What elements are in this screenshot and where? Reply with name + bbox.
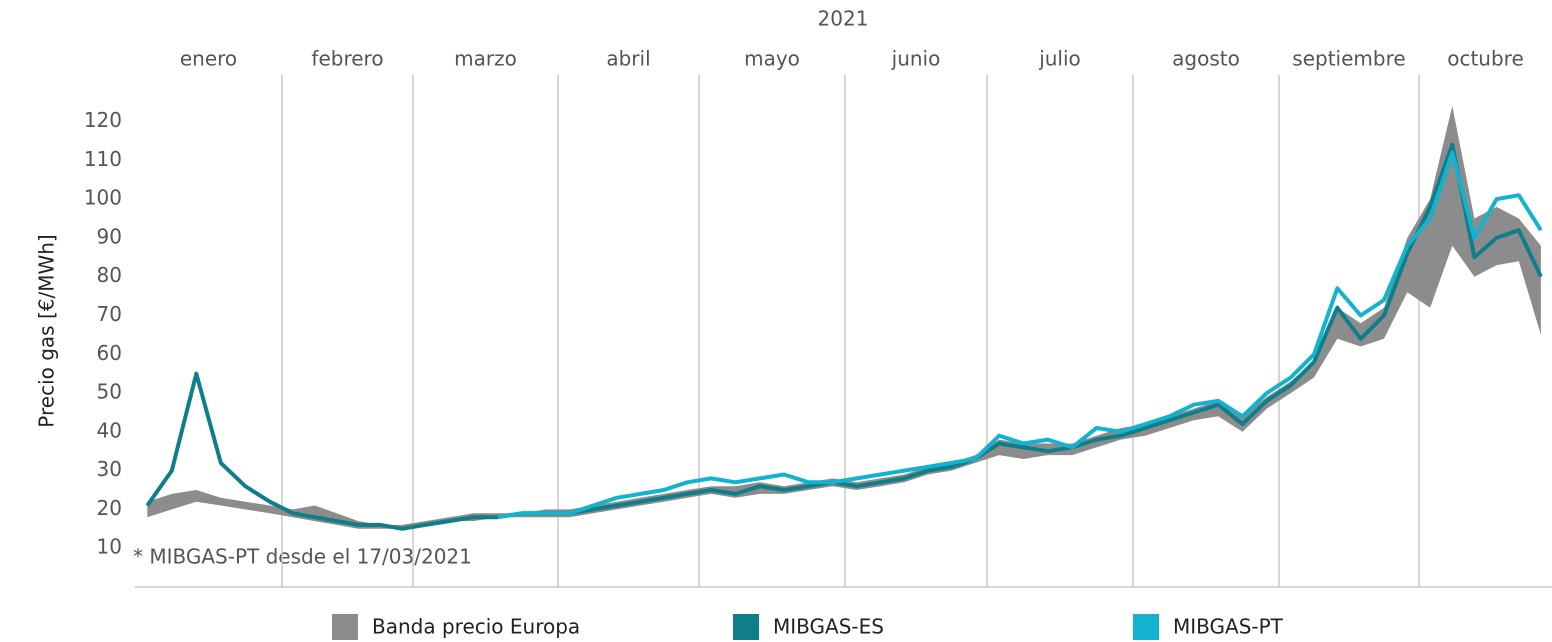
y-tick-label: 10 — [97, 535, 122, 559]
y-tick-label: 120 — [84, 108, 122, 132]
y-tick-label: 20 — [97, 496, 122, 520]
y-tick-label: 90 — [97, 224, 122, 248]
year-label: 2021 — [818, 7, 869, 31]
series-line — [497, 150, 1543, 520]
month-label: julio — [1038, 47, 1081, 71]
month-label: junio — [891, 47, 941, 71]
y-tick-label: 70 — [97, 302, 122, 326]
series-line — [145, 142, 1543, 531]
legend-swatch — [1133, 614, 1159, 640]
month-label: enero — [180, 47, 237, 71]
month-label: mayo — [744, 47, 800, 71]
legend-swatch — [332, 614, 358, 640]
annotation: * MIBGAS-PT desde el 17/03/2021 — [133, 545, 472, 569]
month-label: octubre — [1447, 47, 1524, 71]
legend-label: MIBGAS-ES — [773, 615, 884, 639]
month-label: agosto — [1172, 47, 1240, 71]
y-tick-label: 50 — [97, 380, 122, 404]
y-tick-label: 30 — [97, 457, 122, 481]
y-tick-label: 110 — [84, 147, 122, 171]
legend-swatch — [733, 614, 759, 640]
month-label: febrero — [311, 47, 383, 71]
month-label: abril — [606, 47, 650, 71]
month-label: marzo — [454, 47, 517, 71]
y-axis-label: Precio gas [€/MWh] — [35, 234, 59, 427]
y-tick-label: 60 — [97, 341, 122, 365]
month-label: septiembre — [1292, 47, 1405, 71]
legend-label: MIBGAS-PT — [1173, 615, 1284, 639]
y-tick-label: 40 — [97, 418, 122, 442]
legend-label: Banda precio Europa — [372, 615, 580, 639]
y-tick-label: 100 — [84, 186, 122, 210]
y-tick-label: 80 — [97, 263, 122, 287]
